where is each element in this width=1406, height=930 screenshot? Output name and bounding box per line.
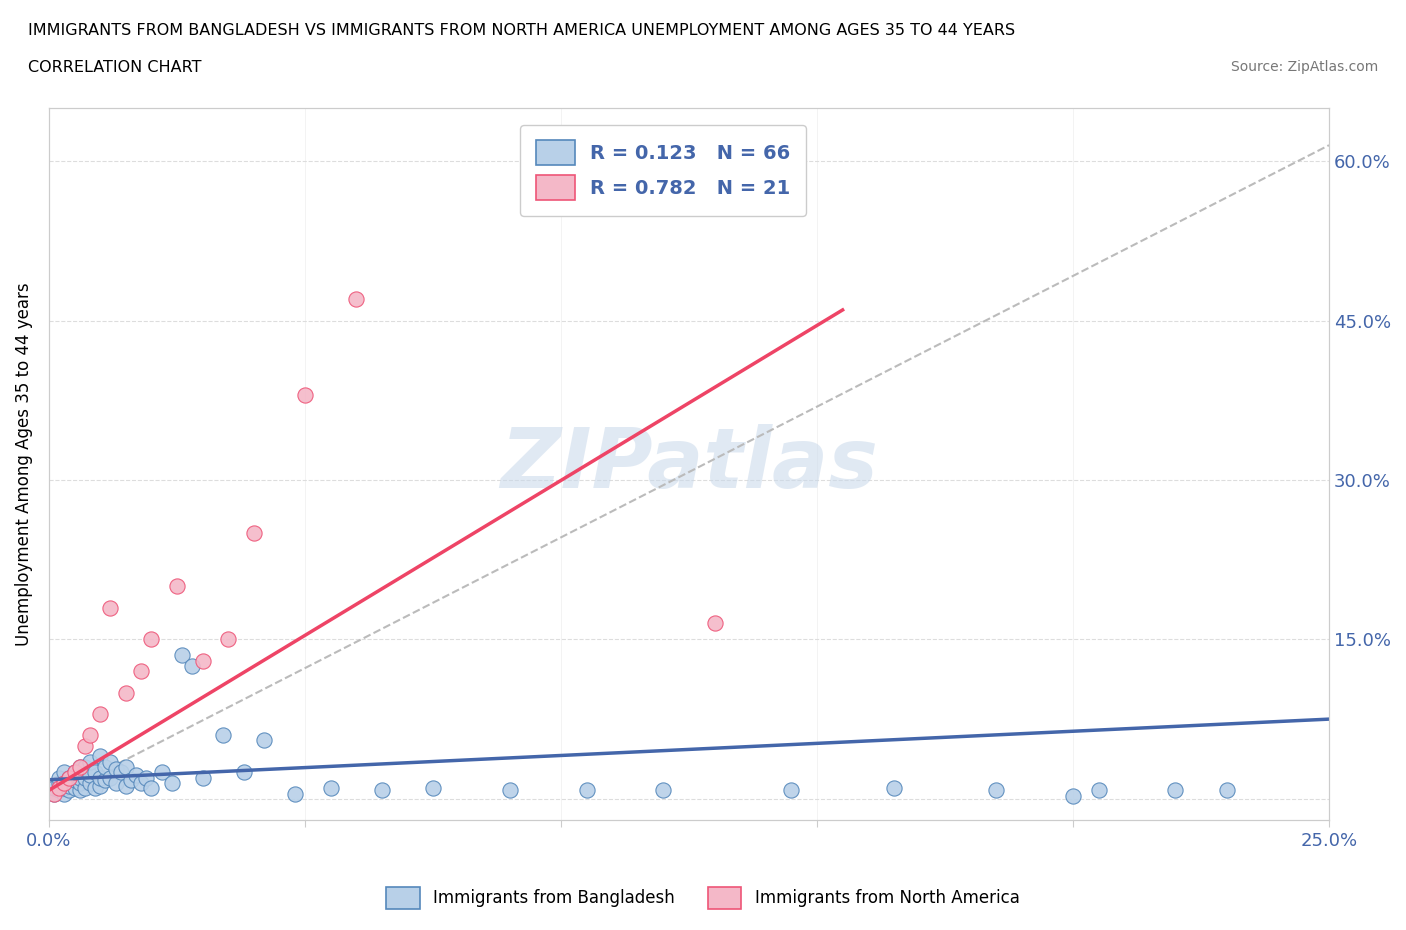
Text: ZIPatlas: ZIPatlas [501,423,877,505]
Point [125,768,148,783]
Point [94,760,117,775]
Point [550,186,572,201]
Point [1215,783,1237,798]
Point [104,762,127,777]
Point [212,727,235,742]
Point [232,764,254,779]
Point [166,578,188,593]
Point [1164,783,1187,798]
Point [1087,783,1109,798]
Point [69,760,91,775]
Point [58,770,80,785]
Point [63,781,86,796]
Point [135,770,157,785]
Point [63,772,86,787]
Point [104,776,127,790]
Text: CORRELATION CHART: CORRELATION CHART [28,60,201,75]
Point [217,632,239,647]
Point [48,783,70,798]
Point [58,770,80,785]
Point [120,772,142,787]
Point [1062,789,1084,804]
Point [114,685,136,700]
Point [58,778,80,793]
Point [114,760,136,775]
Point [284,786,307,801]
Point [181,658,204,673]
Point [53,781,76,796]
Point [371,783,394,798]
Point [53,776,76,790]
Point [63,764,86,779]
Point [73,770,96,785]
Point [100,754,122,769]
Point [499,783,522,798]
Point [73,760,96,775]
Point [89,778,111,793]
Point [110,764,132,779]
Point [883,781,905,796]
Point [986,783,1008,798]
Point [319,781,342,796]
Point [53,786,76,801]
Point [422,781,444,796]
Point [294,388,316,403]
Point [48,770,70,785]
Point [94,772,117,787]
Point [53,776,76,790]
Point [100,770,122,785]
Y-axis label: Unemployment Among Ages 35 to 44 years: Unemployment Among Ages 35 to 44 years [15,282,32,645]
Point [48,776,70,790]
Text: Source: ZipAtlas.com: Source: ZipAtlas.com [1230,60,1378,74]
Point [53,764,76,779]
Point [253,733,276,748]
Point [172,648,194,663]
Point [48,781,70,796]
Point [73,738,96,753]
Point [141,781,163,796]
Point [42,781,65,796]
Text: IMMIGRANTS FROM BANGLADESH VS IMMIGRANTS FROM NORTH AMERICA UNEMPLOYMENT AMONG A: IMMIGRANTS FROM BANGLADESH VS IMMIGRANTS… [28,23,1015,38]
Point [191,770,214,785]
Point [69,783,91,798]
Point [69,760,91,775]
Point [114,778,136,793]
Point [79,776,101,790]
Point [242,525,264,540]
Point [100,600,122,615]
Point [79,768,101,783]
Point [703,616,725,631]
Point [141,632,163,647]
Point [79,754,101,769]
Point [575,783,598,798]
Point [191,653,214,668]
Point [150,764,173,779]
Point [42,786,65,801]
Point [84,781,107,796]
Point [79,727,101,742]
Point [69,776,91,790]
Point [780,783,803,798]
Legend: R = 0.123   N = 66, R = 0.782   N = 21: R = 0.123 N = 66, R = 0.782 N = 21 [520,125,806,216]
Point [69,770,91,785]
Point [63,764,86,779]
Point [129,664,152,679]
Legend: Immigrants from Bangladesh, Immigrants from North America: Immigrants from Bangladesh, Immigrants f… [378,879,1028,917]
Point [652,783,675,798]
Point [160,776,183,790]
Point [89,707,111,722]
Point [73,781,96,796]
Point [89,749,111,764]
Point [129,776,152,790]
Point [42,786,65,801]
Point [344,292,367,307]
Point [89,770,111,785]
Point [84,764,107,779]
Point [58,783,80,798]
